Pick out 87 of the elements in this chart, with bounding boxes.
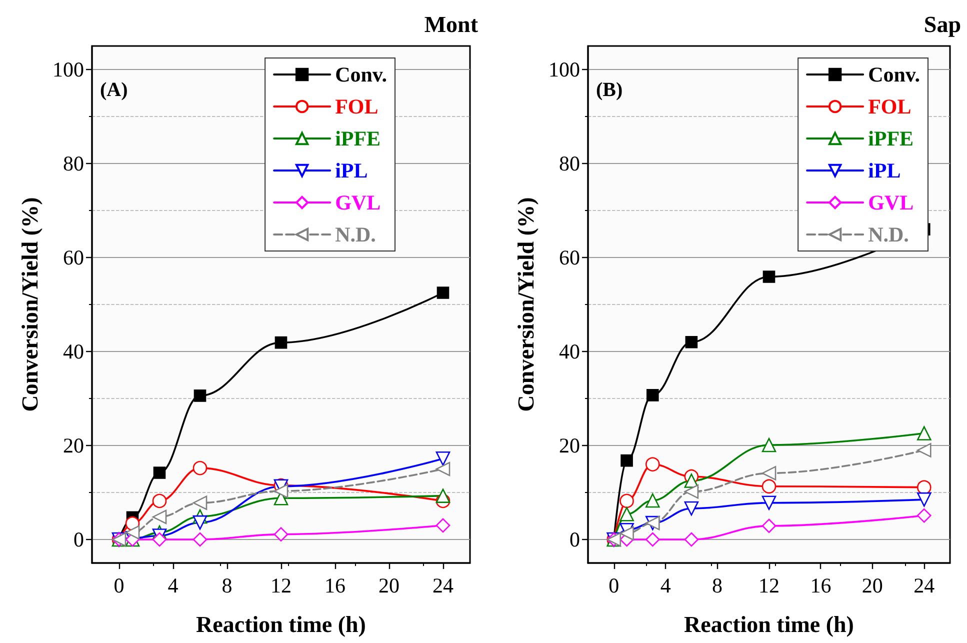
point	[646, 457, 660, 472]
point	[684, 501, 699, 516]
point	[436, 488, 450, 503]
y-axis-title: Conversion/Yield (%)	[514, 197, 539, 412]
point	[274, 484, 288, 498]
x-tick-label: 12	[758, 574, 780, 598]
y-tick-label: 60	[63, 246, 84, 270]
legend-label: iPL	[335, 158, 368, 182]
y-tick-label: 40	[63, 340, 84, 364]
point	[684, 484, 699, 499]
point	[685, 336, 698, 348]
point	[620, 454, 633, 467]
x-tick-label: 0	[608, 574, 620, 598]
point	[916, 492, 932, 507]
y-tick-label: 0	[74, 528, 84, 552]
point	[762, 518, 776, 534]
point	[125, 525, 140, 540]
chart-title: Sap	[924, 12, 962, 37]
point	[762, 466, 776, 480]
x-tick-label: 24	[432, 574, 454, 598]
point	[916, 508, 932, 523]
x-tick-label: 16	[324, 574, 346, 598]
point	[274, 336, 288, 349]
point	[762, 270, 776, 283]
point	[762, 496, 776, 510]
x-tick-label: 20	[378, 574, 400, 598]
legend-label: FOL	[335, 94, 378, 118]
point	[192, 460, 208, 476]
point	[762, 479, 776, 494]
y-tick-label: 40	[559, 340, 580, 364]
point	[192, 496, 208, 510]
point	[684, 532, 699, 547]
legend-label: iPFE	[335, 126, 381, 150]
x-tick-label: 4	[660, 574, 672, 598]
x-tick-label: 4	[168, 574, 179, 598]
point	[153, 466, 166, 479]
legend-label: Conv.	[868, 62, 920, 86]
point	[436, 462, 450, 476]
point	[152, 532, 167, 547]
legend-label: FOL	[868, 94, 912, 118]
point	[762, 438, 776, 452]
y-axis-title: Conversion/Yield (%)	[18, 197, 43, 412]
annotation: (A)	[100, 79, 128, 101]
point	[152, 494, 167, 508]
point	[194, 390, 206, 402]
point	[916, 443, 932, 458]
point	[436, 452, 450, 466]
y-tick-label: 20	[559, 434, 580, 458]
y-tick-label: 60	[559, 246, 580, 270]
legend-label: N.D.	[335, 222, 376, 246]
legend-label: GVL	[335, 190, 381, 214]
legend-label: N.D.	[868, 222, 909, 246]
point	[620, 526, 634, 541]
point	[645, 493, 660, 508]
y-tick-label: 80	[63, 152, 84, 176]
legend-label: iPFE	[868, 126, 914, 150]
point	[620, 506, 634, 522]
x-tick-label: 12	[270, 574, 292, 598]
point	[274, 527, 288, 542]
point	[620, 494, 634, 508]
point	[436, 518, 450, 533]
annotation: (B)	[596, 79, 623, 101]
point	[645, 532, 660, 547]
x-tick-label: 16	[810, 574, 832, 598]
y-tick-label: 100	[548, 58, 580, 82]
point	[192, 532, 208, 547]
legend-label: iPL	[868, 158, 901, 182]
x-tick-label: 8	[712, 574, 723, 598]
y-tick-label: 0	[570, 528, 580, 552]
x-tick-label: 24	[914, 574, 936, 598]
y-tick-label: 20	[63, 434, 84, 458]
point	[192, 515, 208, 530]
point	[916, 426, 932, 440]
y-tick-label: 80	[559, 152, 580, 176]
x-axis-title: Reaction time (h)	[684, 612, 854, 637]
chart-title: Mont	[424, 12, 478, 37]
x-axis-title: Reaction time (h)	[196, 612, 366, 637]
legend-label: GVL	[868, 190, 914, 214]
legend-label: Conv.	[335, 62, 387, 86]
point	[152, 510, 167, 524]
x-tick-label: 8	[222, 574, 232, 598]
point	[917, 480, 932, 494]
x-tick-label: 0	[114, 574, 124, 598]
y-tick-label: 100	[52, 58, 84, 82]
point	[436, 286, 450, 299]
point	[646, 389, 659, 402]
x-tick-label: 20	[862, 574, 883, 598]
